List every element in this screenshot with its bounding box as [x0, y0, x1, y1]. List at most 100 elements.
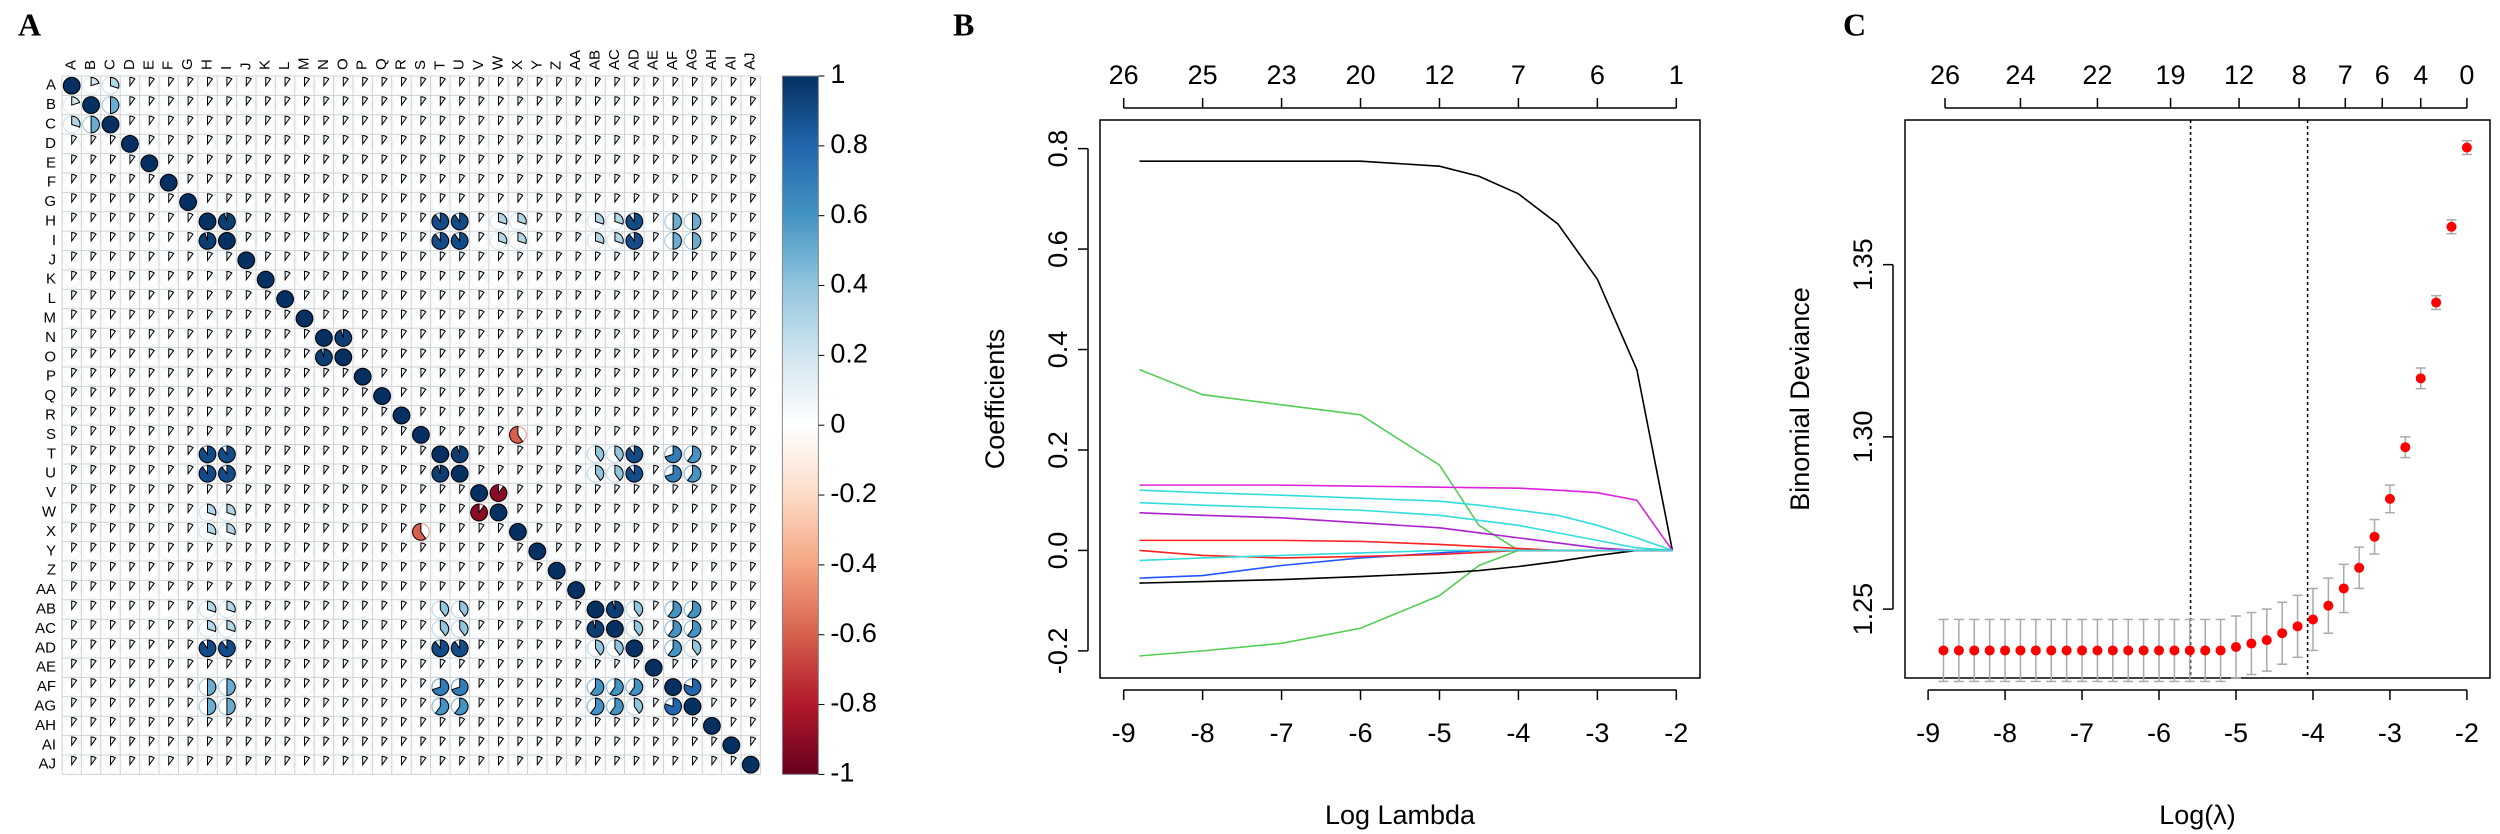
- pie-wedge: [672, 581, 679, 592]
- pie-wedge: [323, 484, 330, 495]
- pie-wedge: [556, 76, 563, 88]
- pie-wedge: [207, 561, 214, 573]
- pie-wedge: [478, 639, 485, 650]
- pie-wedge: [245, 523, 252, 534]
- pie-wedge: [129, 445, 136, 456]
- pie-wedge: [575, 542, 582, 553]
- pie-wedge: [226, 329, 233, 340]
- pie-wedge: [284, 542, 291, 553]
- column-label: V: [470, 60, 487, 70]
- y-tick-label: 0.2: [1043, 431, 1073, 469]
- pie-wedge: [226, 154, 233, 165]
- pie-wedge: [730, 193, 737, 204]
- pie-wedge: [653, 115, 660, 127]
- pie-wedge: [218, 464, 236, 483]
- pie-wedge: [575, 658, 582, 670]
- pie-wedge: [498, 581, 505, 592]
- pie-wedge: [323, 581, 330, 592]
- pie-wedge: [110, 406, 117, 418]
- pie-wedge: [614, 115, 621, 127]
- pie-wedge: [148, 697, 155, 709]
- pie-wedge: [71, 270, 78, 282]
- pie-wedge: [420, 542, 427, 553]
- pie-wedge: [595, 484, 602, 495]
- pie-wedge: [207, 658, 214, 670]
- pie-wedge: [304, 115, 311, 127]
- pie-wedge: [750, 426, 757, 437]
- row-label: AI: [42, 736, 56, 753]
- point: [2292, 621, 2303, 632]
- pie-wedge: [672, 736, 679, 747]
- pie-wedge: [187, 387, 194, 398]
- pie-wedge: [750, 406, 757, 418]
- pie-wedge: [653, 697, 660, 709]
- column-label: X: [509, 60, 526, 70]
- pie-wedge: [431, 445, 450, 464]
- pie-wedge: [265, 135, 272, 146]
- top-tick-label: 25: [1188, 60, 1218, 90]
- pie-wedge: [187, 600, 194, 612]
- pie-wedge: [653, 367, 660, 379]
- pie-wedge: [439, 251, 446, 262]
- pie-wedge: [439, 193, 446, 204]
- pie-wedge: [692, 561, 699, 573]
- row-label: W: [42, 503, 57, 520]
- pie-wedge: [750, 309, 757, 321]
- pie-wedge: [536, 348, 543, 359]
- pie-wedge: [198, 445, 217, 464]
- pie-wedge: [653, 154, 660, 165]
- pie-wedge: [614, 542, 621, 553]
- pie-wedge: [245, 406, 252, 418]
- point: [2061, 645, 2072, 656]
- x-tick-label: -6: [2147, 718, 2171, 748]
- pie-wedge: [304, 503, 311, 515]
- pie-wedge: [110, 484, 117, 495]
- pie-wedge: [265, 464, 272, 476]
- pie-wedge: [595, 193, 602, 204]
- pie-wedge: [730, 484, 737, 495]
- row-label: F: [47, 174, 56, 191]
- pie-wedge: [207, 600, 217, 613]
- pie-wedge: [245, 639, 252, 650]
- pie-wedge: [692, 270, 699, 282]
- pie-wedge: [750, 96, 757, 107]
- coefficient-path: [1139, 489, 1673, 552]
- pie-wedge: [110, 581, 117, 592]
- pie-wedge: [567, 581, 585, 599]
- pie-wedge: [439, 309, 446, 321]
- pie-wedge: [750, 484, 757, 495]
- pie-wedge: [323, 173, 330, 185]
- pie-wedge: [614, 484, 621, 495]
- pie-wedge: [187, 736, 194, 747]
- pie-wedge: [536, 367, 543, 379]
- pie-wedge: [265, 542, 272, 553]
- pie-wedge: [498, 270, 505, 282]
- pie-wedge: [323, 309, 330, 321]
- pie-wedge: [439, 367, 446, 379]
- pie-wedge: [284, 717, 291, 728]
- pie-wedge: [342, 697, 349, 709]
- pie-wedge: [323, 523, 330, 534]
- pie-wedge: [730, 658, 737, 670]
- pie-wedge: [459, 755, 466, 767]
- pie-wedge: [148, 717, 155, 728]
- pie-wedge: [692, 503, 699, 515]
- pie-wedge: [110, 329, 117, 340]
- pie-wedge: [71, 232, 78, 243]
- pie-wedge: [265, 484, 272, 495]
- pie-wedge: [110, 658, 117, 670]
- pie-wedge: [198, 212, 217, 231]
- pie-wedge: [401, 426, 408, 437]
- pie-wedge: [401, 173, 408, 185]
- row-label: P: [46, 368, 56, 385]
- point: [2415, 373, 2426, 384]
- pie-wedge: [498, 717, 505, 728]
- pie-wedge: [498, 697, 505, 709]
- pie-wedge: [381, 658, 388, 670]
- pie-wedge: [420, 697, 427, 709]
- pie-wedge: [439, 503, 446, 515]
- pie-wedge: [187, 581, 194, 592]
- pie-wedge: [730, 309, 737, 321]
- pie-wedge: [625, 212, 644, 231]
- pie-wedge: [536, 697, 543, 709]
